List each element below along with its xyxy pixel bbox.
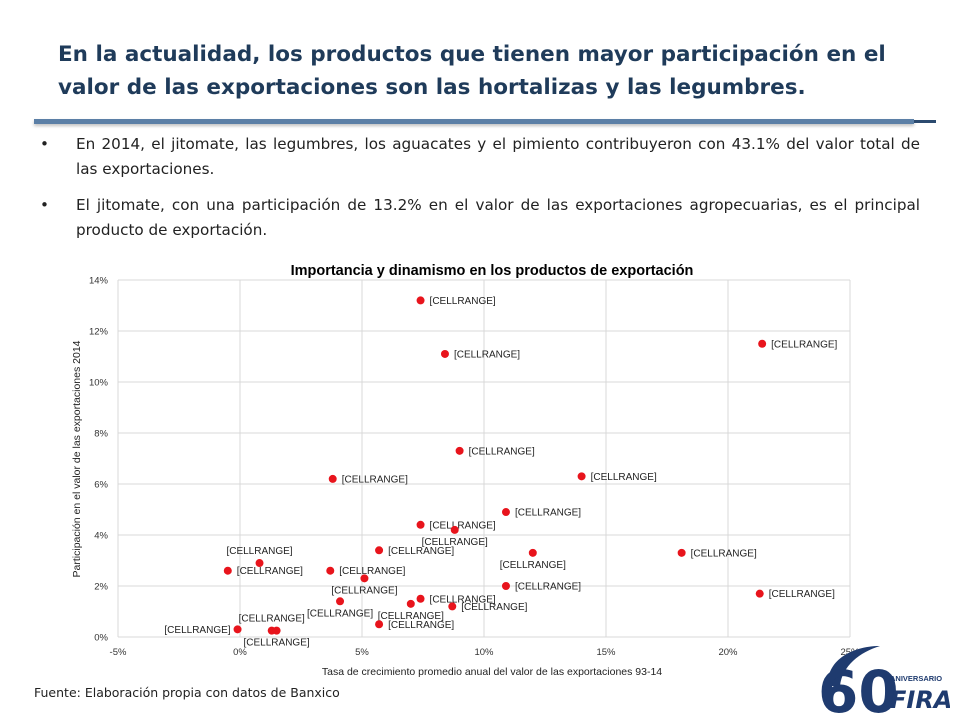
x-tick-label: 0%	[233, 647, 247, 658]
data-point-label: [CELLRANGE]	[469, 446, 535, 457]
scatter-chart: Importancia y dinamismo en los productos…	[71, 263, 861, 678]
x-tick-label: 15%	[596, 647, 616, 658]
data-point-label: [CELLRANGE]	[691, 548, 757, 559]
data-point-label: [CELLRANGE]	[515, 582, 581, 593]
y-tick-label: 10%	[89, 378, 109, 389]
data-point-label: [CELLRANGE]	[339, 566, 405, 577]
data-point	[758, 339, 767, 348]
data-point	[528, 548, 537, 557]
data-point-label: [CELLRANGE]	[388, 546, 454, 557]
bullet-dot: •	[40, 196, 49, 214]
data-point-label: [CELLRANGE]	[239, 614, 305, 625]
data-point	[416, 520, 425, 529]
data-point	[406, 599, 415, 608]
data-point-label: [CELLRANGE]	[237, 566, 303, 577]
y-tick-label: 6%	[94, 480, 108, 491]
data-point	[272, 626, 281, 635]
data-point-label: [CELLRANGE]	[430, 296, 496, 307]
x-axis-ticks: -5%0%5%10%15%20%25%	[110, 647, 861, 658]
x-tick-label: -5%	[110, 647, 127, 658]
data-point	[455, 446, 464, 455]
data-point	[360, 574, 369, 583]
data-point	[233, 625, 242, 634]
bullet-text: El jitomate, con una participación de 13…	[76, 196, 920, 239]
title-divider	[34, 119, 914, 124]
bullet-text: En 2014, el jitomate, las legumbres, los…	[76, 135, 920, 178]
bullet-dot: •	[40, 135, 49, 153]
page-title: En la actualidad, los productos que tien…	[58, 42, 886, 100]
data-point	[677, 548, 686, 557]
data-point	[328, 474, 337, 483]
data-point	[416, 296, 425, 305]
data-point-label: [CELLRANGE]	[307, 608, 373, 619]
data-point	[577, 472, 586, 481]
y-tick-label: 0%	[94, 633, 108, 644]
bullet-item: • El jitomate, con una participación de 1…	[40, 193, 920, 243]
data-point-label: [CELLRANGE]	[430, 520, 496, 531]
logo-anniversary-text: ANIVERSARIO	[890, 674, 942, 683]
x-axis-label: Tasa de crecimiento promedio anual del v…	[322, 666, 662, 678]
y-tick-label: 4%	[94, 531, 108, 542]
data-point-label: [CELLRANGE]	[500, 560, 566, 571]
y-tick-label: 2%	[94, 582, 108, 593]
x-tick-label: 10%	[474, 647, 494, 658]
data-point	[501, 582, 510, 590]
data-point-label: [CELLRANGE]	[244, 638, 310, 649]
data-point	[440, 349, 449, 358]
chart-points: [CELLRANGE][CELLRANGE][CELLRANGE][CELLRA…	[164, 296, 837, 649]
data-point	[375, 620, 384, 629]
data-point	[223, 566, 232, 575]
data-point-label: [CELLRANGE]	[454, 349, 520, 360]
data-point	[375, 546, 384, 555]
data-point-label: [CELLRANGE]	[378, 611, 444, 622]
y-axis-ticks: 0% 2% 4% 6% 8% 10% 12% 14%	[89, 276, 109, 644]
data-point	[416, 594, 425, 603]
logo-brand-text: FIRA	[890, 686, 950, 714]
data-point-label: [CELLRANGE]	[388, 620, 454, 631]
data-point	[326, 566, 335, 575]
data-point	[501, 508, 510, 517]
bullet-list: • En 2014, el jitomate, las legumbres, lo…	[40, 132, 920, 254]
logo-swoosh	[827, 646, 880, 686]
data-point-label: [CELLRANGE]	[591, 472, 657, 483]
chart-grid	[117, 279, 851, 638]
logo-digits: 60	[818, 658, 899, 718]
y-tick-label: 8%	[94, 429, 108, 440]
data-point	[336, 597, 345, 606]
data-point-label: [CELLRANGE]	[226, 546, 292, 557]
data-point-label: [CELLRANGE]	[769, 589, 835, 600]
data-point	[448, 602, 457, 611]
data-point-label: [CELLRANGE]	[331, 585, 397, 596]
data-point	[755, 589, 764, 598]
data-point-label: [CELLRANGE]	[164, 625, 230, 636]
data-point-label: [CELLRANGE]	[422, 537, 488, 548]
data-point-label: [CELLRANGE]	[771, 339, 837, 350]
x-tick-label: 20%	[718, 647, 738, 658]
data-point-label: [CELLRANGE]	[430, 594, 496, 605]
y-axis-label: Participación en el valor de las exporta…	[71, 340, 83, 577]
source-note: Fuente: Elaboración propia con datos de …	[34, 685, 340, 700]
chart-title: Importancia y dinamismo en los productos…	[291, 263, 694, 279]
data-point	[450, 525, 459, 534]
data-point-label: [CELLRANGE]	[342, 474, 408, 485]
y-tick-label: 14%	[89, 276, 109, 287]
data-point	[255, 559, 264, 568]
x-tick-label: 5%	[355, 647, 369, 658]
data-point-label: [CELLRANGE]	[515, 508, 581, 519]
title-divider-accent	[914, 120, 936, 123]
bullet-item: • En 2014, el jitomate, las legumbres, lo…	[40, 132, 920, 182]
data-point-label: [CELLRANGE]	[461, 602, 527, 613]
y-tick-label: 12%	[89, 327, 109, 338]
fira-anniversary-logo: 60 ANIVERSARIO FIRA	[818, 646, 950, 718]
